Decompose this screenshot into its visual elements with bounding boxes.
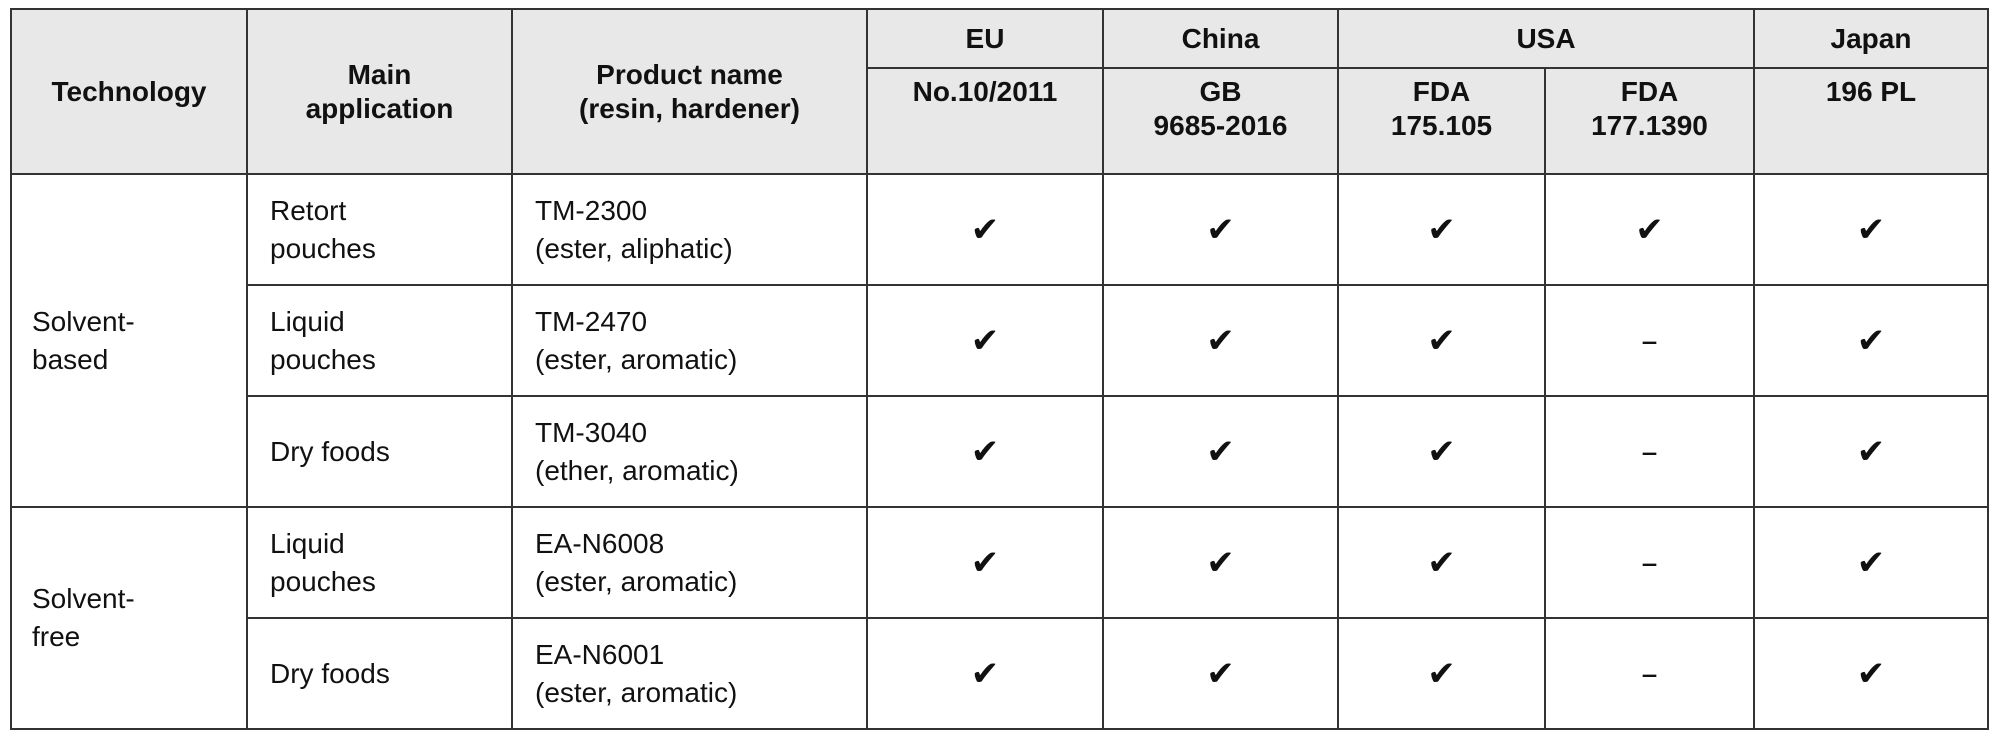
header-cell: Japan <box>1753 8 1989 69</box>
cell-line: 177.1390 <box>1591 110 1708 141</box>
cell-line: Technology <box>51 75 207 107</box>
header-row: Technology Main application Product name (re… <box>10 8 1989 175</box>
technology-cell: Solvent-free <box>10 506 248 730</box>
cell-line: based <box>32 343 109 375</box>
table-body: Solvent-based Retort pouches TM-2300 (ester,… <box>10 173 1989 730</box>
cell-line: 196 PL <box>1825 76 1917 107</box>
compliance-cell: ✔ <box>866 284 1104 397</box>
cell-line: TM-3040 <box>535 416 648 448</box>
cell-line: FDA <box>1620 76 1679 107</box>
body-row: Solvent-free Liquid pouches EA-N6008 (ester,… <box>10 506 1989 730</box>
cell-line: No.10/2011 <box>912 76 1058 107</box>
cell-line: Solvent- <box>32 305 135 337</box>
header-cell: Technology <box>10 8 248 175</box>
compliance-cell: – <box>1544 617 1755 730</box>
cell-line: Retort <box>270 194 347 226</box>
compliance-cell: – <box>1544 395 1755 508</box>
compliance-cell: ✔ <box>1102 395 1339 508</box>
compliance-cell: ✔ <box>1753 395 1989 508</box>
compliance-cell: ✔ <box>866 173 1104 286</box>
header-cell: GB 9685-2016 <box>1102 67 1339 175</box>
cell-line: USA <box>1516 22 1576 54</box>
cell-line: China <box>1181 22 1260 54</box>
compliance-cell: ✔ <box>1544 173 1755 286</box>
cell-line: Liquid <box>270 527 345 559</box>
header-cell: Product name (resin, hardener) <box>511 8 868 175</box>
compliance-cell: ✔ <box>1102 173 1339 286</box>
cell-line: EA-N6008 <box>535 527 665 559</box>
product-cell: TM-2300 (ester, aliphatic) <box>511 173 868 286</box>
compliance-cell: ✔ <box>1102 284 1339 397</box>
header-cell: FDA 175.105 <box>1337 67 1546 175</box>
cell-line: EU <box>965 22 1005 54</box>
cell-line: Product name <box>596 58 783 90</box>
cell-line: free <box>32 621 81 652</box>
cell-line: pouches <box>270 343 376 375</box>
product-cell: EA-N6001 (ester, aromatic) <box>511 617 868 730</box>
cell-line: (ether, aromatic) <box>535 454 739 486</box>
compliance-cell: ✔ <box>1337 395 1546 508</box>
cell-line: Main <box>347 58 412 90</box>
body-row: Dry foods EA-N6001 (ester, aromatic) ✔ ✔ ✔ – ✔ <box>11 617 1989 730</box>
header-cell: EU <box>866 8 1104 69</box>
cell-line: (ester, aliphatic) <box>535 232 733 264</box>
body-row: Dry foods TM-3040 (ether, aromatic) ✔ ✔ ✔ – ✔ <box>11 395 1989 508</box>
product-cell: EA-N6008 (ester, aromatic) <box>511 506 868 619</box>
technology-cell: Solvent-based <box>10 173 248 508</box>
cell-line: EA-N6001 <box>535 638 665 670</box>
cell-line: TM-2470 <box>535 305 648 337</box>
table-header: Technology Main application Product name (re… <box>10 8 1989 175</box>
cell-line: pouches <box>270 565 376 597</box>
application-cell: Retort pouches <box>246 173 513 286</box>
compliance-cell: ✔ <box>1337 506 1546 619</box>
product-cell: TM-2470 (ester, aromatic) <box>511 284 868 397</box>
header-cell: 196 PL <box>1753 67 1989 175</box>
compliance-cell: ✔ <box>866 506 1104 619</box>
compliance-cell: – <box>1544 506 1755 619</box>
cell-line: Dry foods <box>270 657 390 689</box>
compliance-cell: ✔ <box>1753 284 1989 397</box>
header-row: No.10/2011 GB 9685-2016 FDA 175.105 FDA 177.13… <box>11 67 1989 175</box>
compliance-cell: ✔ <box>1753 506 1989 619</box>
compliance-cell: ✔ <box>1753 617 1989 730</box>
cell-line: TM-2300 <box>535 194 648 226</box>
header-cell: USA <box>1337 8 1755 69</box>
compliance-table: Technology Main application Product name (re… <box>10 8 1989 730</box>
compliance-cell: ✔ <box>1102 506 1339 619</box>
cell-line: (ester, aromatic) <box>535 676 738 708</box>
compliance-cell: ✔ <box>1337 284 1546 397</box>
cell-line: (ester, aromatic) <box>535 343 738 375</box>
cell-line: application <box>305 92 454 124</box>
header-cell: Main application <box>246 8 513 175</box>
cell-line: pouches <box>270 232 376 264</box>
body-row: Liquid pouches TM-2470 (ester, aromatic) ✔ ✔ ✔… <box>11 284 1989 397</box>
cell-line: (resin, hardener) <box>579 92 800 124</box>
cell-line: GB <box>1199 76 1242 107</box>
application-cell: Liquid pouches <box>246 284 513 397</box>
header-cell: No.10/2011 <box>866 67 1104 175</box>
cell-line: Japan <box>1830 22 1912 54</box>
cell-line: Liquid <box>270 305 345 337</box>
cell-line: 175.105 <box>1390 110 1493 141</box>
cell-line: FDA <box>1412 76 1471 107</box>
body-row: Solvent-based Retort pouches TM-2300 (ester,… <box>10 173 1989 508</box>
compliance-cell: ✔ <box>1337 617 1546 730</box>
compliance-cell: – <box>1544 284 1755 397</box>
application-cell: Dry foods <box>246 395 513 508</box>
compliance-cell: ✔ <box>1337 173 1546 286</box>
product-cell: TM-3040 (ether, aromatic) <box>511 395 868 508</box>
compliance-cell: ✔ <box>866 617 1104 730</box>
compliance-cell: ✔ <box>866 395 1104 508</box>
compliance-cell: ✔ <box>1753 173 1989 286</box>
application-cell: Liquid pouches <box>246 506 513 619</box>
application-cell: Dry foods <box>246 617 513 730</box>
cell-line: Dry foods <box>270 435 390 467</box>
header-cell: China <box>1102 8 1339 69</box>
header-cell: FDA 177.1390 <box>1544 67 1755 175</box>
cell-line: (ester, aromatic) <box>535 565 738 597</box>
cell-line: Solvent- <box>32 583 135 614</box>
cell-line: 9685-2016 <box>1153 110 1288 141</box>
compliance-cell: ✔ <box>1102 617 1339 730</box>
